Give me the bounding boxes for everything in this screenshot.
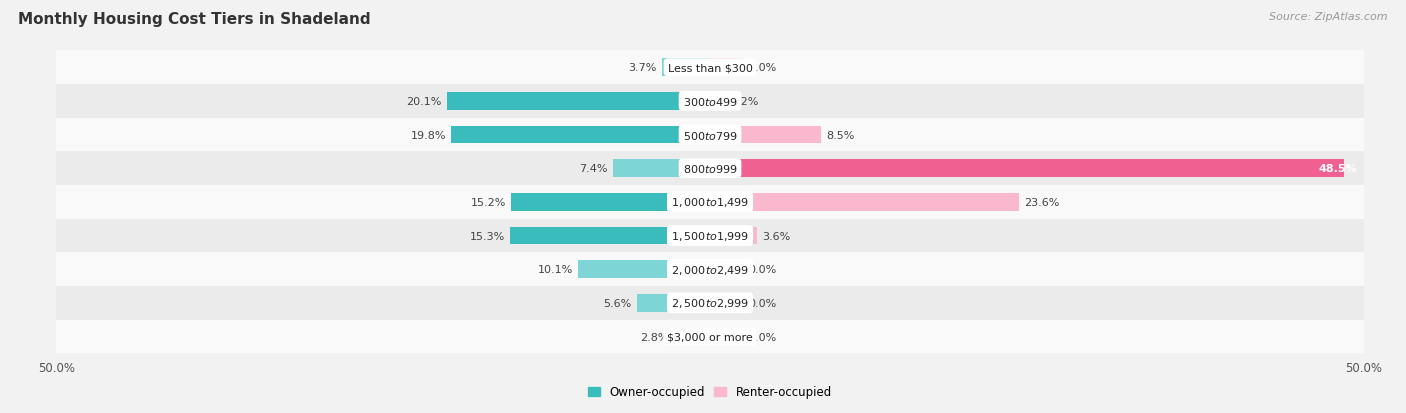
Text: Source: ZipAtlas.com: Source: ZipAtlas.com xyxy=(1270,12,1388,22)
Text: 5.6%: 5.6% xyxy=(603,298,631,308)
Text: $800 to $999: $800 to $999 xyxy=(682,163,738,175)
Text: 19.8%: 19.8% xyxy=(411,130,446,140)
Text: 7.4%: 7.4% xyxy=(579,164,607,174)
Bar xyxy=(710,294,742,312)
Bar xyxy=(710,93,725,110)
Text: $1,500 to $1,999: $1,500 to $1,999 xyxy=(671,230,749,242)
Bar xyxy=(56,85,1364,119)
Bar xyxy=(56,152,1364,185)
Bar xyxy=(710,227,756,244)
Text: $3,000 or more: $3,000 or more xyxy=(668,332,752,342)
Bar xyxy=(56,253,1364,286)
Text: 48.5%: 48.5% xyxy=(1319,164,1357,174)
Bar xyxy=(673,328,710,345)
Text: Monthly Housing Cost Tiers in Shadeland: Monthly Housing Cost Tiers in Shadeland xyxy=(18,12,371,27)
Bar xyxy=(510,227,710,244)
Text: Less than $300: Less than $300 xyxy=(668,63,752,73)
Text: 20.1%: 20.1% xyxy=(406,97,441,107)
Bar xyxy=(56,51,1364,85)
Bar xyxy=(613,160,710,178)
Bar xyxy=(56,185,1364,219)
Bar xyxy=(710,261,742,278)
Text: 15.2%: 15.2% xyxy=(471,197,506,207)
Legend: Owner-occupied, Renter-occupied: Owner-occupied, Renter-occupied xyxy=(582,380,838,404)
Text: 23.6%: 23.6% xyxy=(1024,197,1059,207)
Bar xyxy=(710,59,742,77)
Text: 0.0%: 0.0% xyxy=(748,298,776,308)
Text: 0.0%: 0.0% xyxy=(748,63,776,73)
Bar xyxy=(451,126,710,144)
Text: $1,000 to $1,499: $1,000 to $1,499 xyxy=(671,196,749,209)
Text: $2,000 to $2,499: $2,000 to $2,499 xyxy=(671,263,749,276)
Bar xyxy=(710,160,1344,178)
Text: 0.0%: 0.0% xyxy=(748,265,776,275)
Text: 10.1%: 10.1% xyxy=(537,265,572,275)
Bar xyxy=(56,119,1364,152)
Bar xyxy=(56,219,1364,253)
Text: 1.2%: 1.2% xyxy=(731,97,759,107)
Text: 3.7%: 3.7% xyxy=(628,63,657,73)
Text: 2.8%: 2.8% xyxy=(640,332,668,342)
Bar xyxy=(512,194,710,211)
Bar xyxy=(56,286,1364,320)
Text: 3.6%: 3.6% xyxy=(762,231,790,241)
Bar xyxy=(56,320,1364,354)
Text: $300 to $499: $300 to $499 xyxy=(682,96,738,108)
Bar xyxy=(710,126,821,144)
Bar xyxy=(662,59,710,77)
Bar xyxy=(447,93,710,110)
Text: $500 to $799: $500 to $799 xyxy=(682,129,738,141)
Bar xyxy=(578,261,710,278)
Text: 0.0%: 0.0% xyxy=(748,332,776,342)
Text: 8.5%: 8.5% xyxy=(827,130,855,140)
Bar xyxy=(710,328,742,345)
Bar xyxy=(710,194,1018,211)
Text: $2,500 to $2,999: $2,500 to $2,999 xyxy=(671,297,749,310)
Text: 15.3%: 15.3% xyxy=(470,231,505,241)
Bar xyxy=(637,294,710,312)
